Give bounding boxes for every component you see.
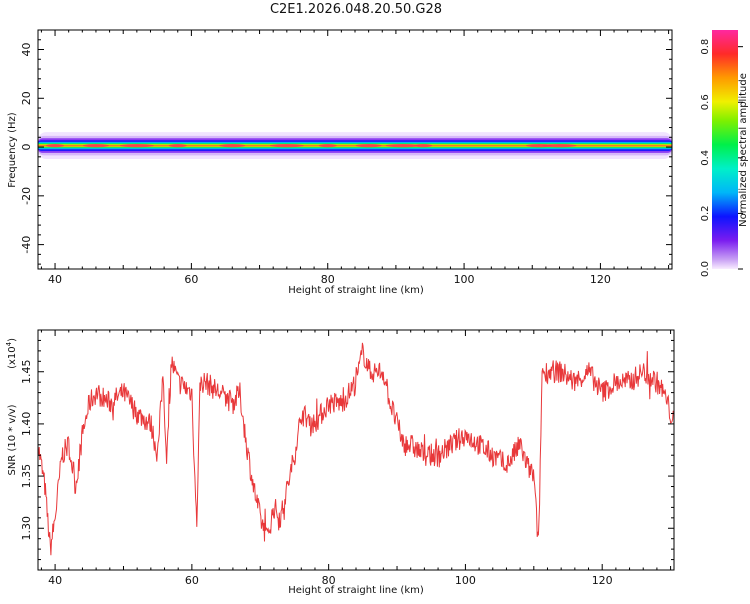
colorbar-gradient — [712, 30, 738, 269]
spectrogram-y-axis-label: Frequency (Hz) — [7, 112, 18, 188]
snr-y-axis-label: SNR (10 * v/v) — [7, 404, 18, 475]
snr-plot-area — [38, 330, 674, 570]
x-tick-label: 80 — [322, 574, 336, 587]
spectrogram-panel: 40 60 80 100 120 -40 -20 0 20 40 Height of straig… — [7, 29, 673, 296]
spectral-peak — [414, 143, 433, 148]
snr-panel: 40 60 80 100 120 1.30 1.35 1.40 1.45 Height of s… — [5, 329, 675, 596]
spectral-peak — [82, 143, 109, 148]
snr-series-line — [38, 342, 674, 556]
colorbar-tick-label: 0.2 — [700, 205, 711, 221]
spectral-peak — [219, 143, 246, 148]
y-tick-label: -40 — [20, 236, 33, 254]
y-tick-label: 1.30 — [20, 516, 33, 541]
colorbar-label: Normalized spectral amplitude — [738, 73, 749, 227]
spectral-peak — [269, 143, 304, 148]
x-tick-label: 80 — [321, 273, 335, 286]
x-tick-label: 100 — [455, 574, 476, 587]
spectral-peak — [46, 143, 65, 148]
spectral-peak — [542, 143, 577, 148]
snr-y-scale-label: (x104) — [5, 338, 18, 369]
spectrogram-x-axis-label: Height of straight line (km) — [288, 285, 424, 296]
x-tick-label: 40 — [48, 273, 62, 286]
spectral-band — [38, 132, 672, 160]
colorbar-ticks: 0.0 0.2 0.4 0.6 0.8 — [700, 39, 743, 277]
spectral-band-layer — [38, 144, 672, 147]
y-tick-label: 1.35 — [20, 464, 33, 489]
colorbar-tick-label: 0.8 — [700, 39, 711, 55]
spectral-peak — [168, 143, 187, 148]
x-tick-label: 60 — [185, 574, 199, 587]
snr-frame — [37, 329, 675, 571]
snr-ticks: 40 60 80 100 120 1.30 1.35 1.40 1.45 — [20, 330, 674, 587]
snr-x-axis-label: Height of straight line (km) — [288, 585, 424, 596]
spectral-peak — [318, 143, 337, 148]
page-title: C2E1.2026.048.20.50.G28 — [269, 2, 443, 17]
spectrogram-frame — [37, 29, 673, 270]
x-tick-label: 120 — [592, 574, 613, 587]
colorbar-tick-label: 0.0 — [700, 261, 711, 277]
x-tick-label: 120 — [590, 273, 611, 286]
colorbar-tick-label: 0.6 — [700, 94, 711, 110]
y-tick-label: 1.40 — [20, 412, 33, 437]
y-tick-label: 1.45 — [20, 359, 33, 384]
y-tick-label: -20 — [20, 187, 33, 205]
colorbar-tick-label: 0.4 — [700, 150, 711, 166]
y-tick-label: 0 — [20, 144, 33, 151]
colorbar: 0.0 0.2 0.4 0.6 0.8 Normalized spectral ampl… — [700, 30, 749, 277]
y-tick-label: 20 — [20, 91, 33, 105]
spectral-peak — [355, 143, 382, 148]
spectral-peak — [385, 143, 420, 148]
x-tick-label: 100 — [454, 273, 475, 286]
y-tick-label: 40 — [20, 43, 33, 57]
x-tick-label: 40 — [48, 574, 62, 587]
x-tick-label: 60 — [184, 273, 198, 286]
spectral-peak — [119, 143, 154, 148]
